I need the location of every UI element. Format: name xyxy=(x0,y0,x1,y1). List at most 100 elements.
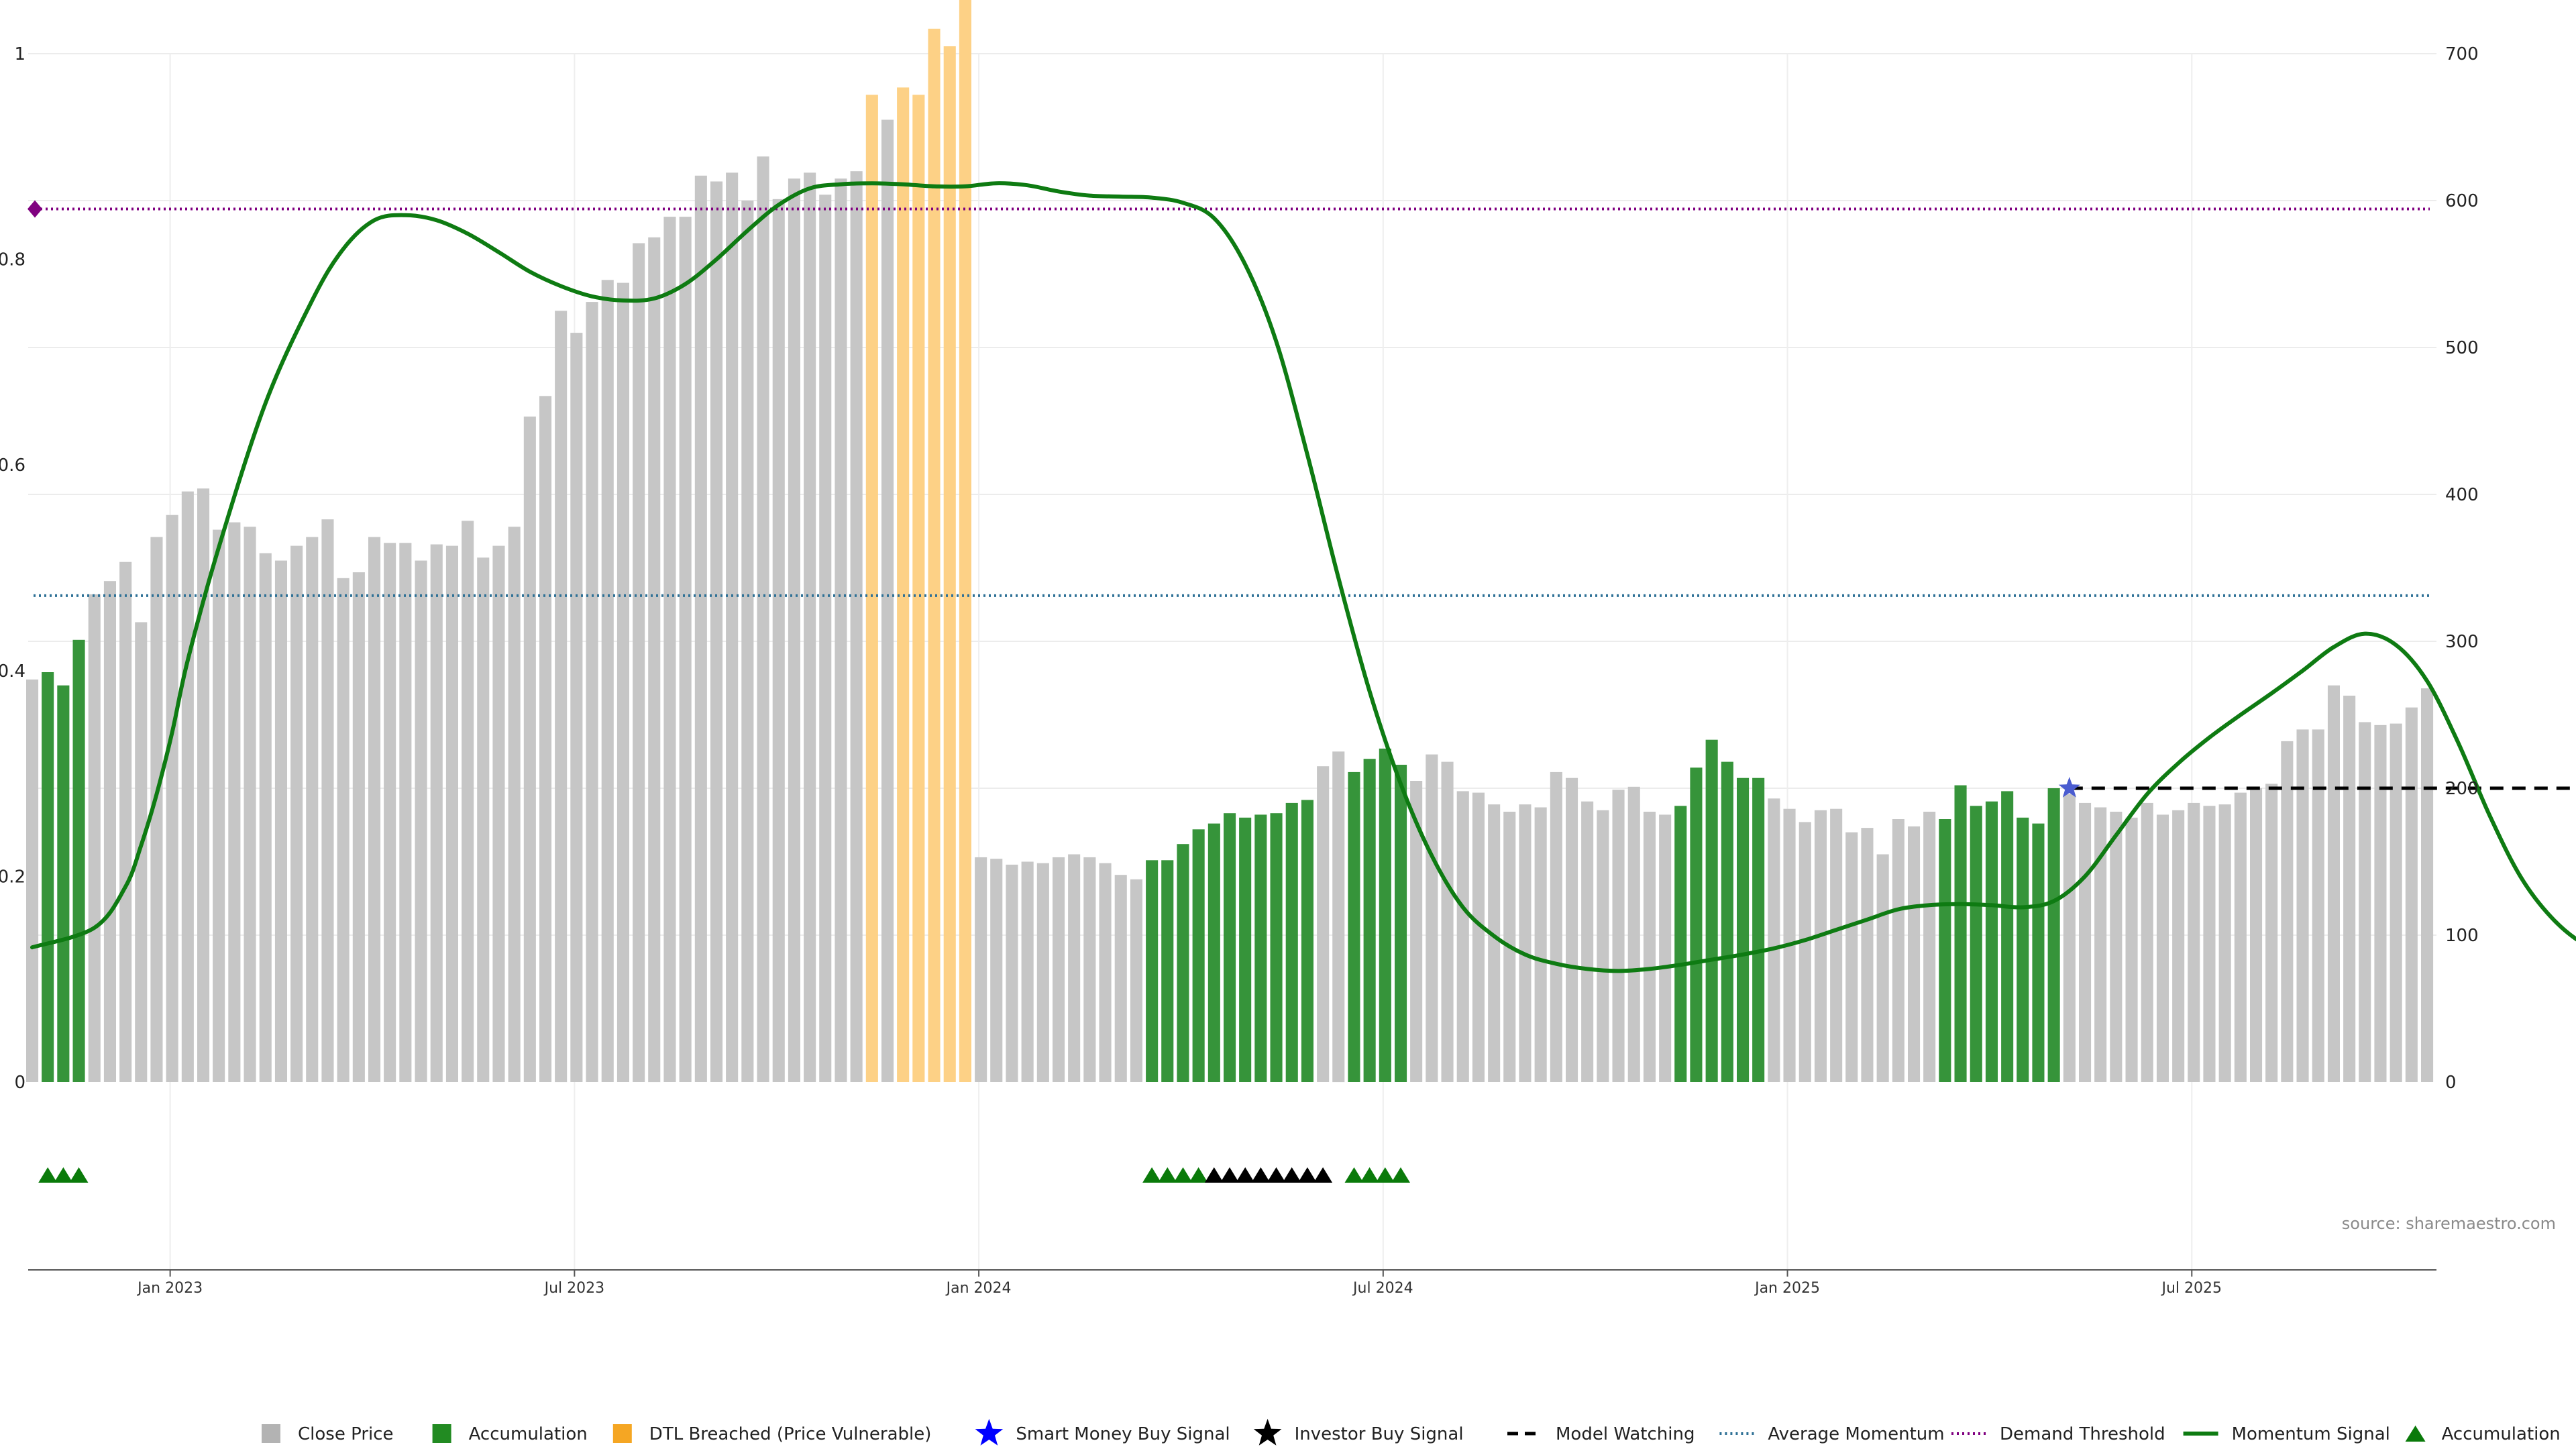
price-bar xyxy=(2156,814,2169,1082)
price-bar xyxy=(1799,822,1811,1082)
price-bar xyxy=(477,557,490,1082)
price-bar xyxy=(523,416,536,1082)
accumulation-triangle xyxy=(1297,1167,1317,1183)
price-bar xyxy=(1114,875,1127,1082)
price-bar xyxy=(1348,771,1360,1082)
price-bar xyxy=(819,195,832,1083)
price-bar xyxy=(1690,767,1703,1082)
price-bar xyxy=(72,639,85,1082)
price-bar xyxy=(26,679,39,1082)
legend-swatch xyxy=(432,1424,451,1443)
accumulation-triangle xyxy=(1391,1167,1410,1183)
price-bar xyxy=(1130,879,1142,1082)
price-bar xyxy=(306,537,319,1082)
price-bar xyxy=(1705,739,1718,1082)
price-bar xyxy=(508,527,521,1082)
right-tick-label: 700 xyxy=(2445,44,2479,64)
legend-star-icon xyxy=(975,1419,1004,1446)
left-tick-label: 0 xyxy=(14,1073,25,1093)
price-bar xyxy=(2374,724,2387,1082)
axes: 0 100 200 300 400 500 600 700 0 0.2 0.4 0.6 0.8 1 Jan … xyxy=(0,44,2479,1297)
price-bar xyxy=(1534,807,1547,1082)
legend-item-investor: Investor Buy Signal xyxy=(1253,1419,1464,1446)
price-bar xyxy=(990,859,1003,1082)
price-bar xyxy=(337,578,350,1082)
legend-label: Smart Money Buy Signal xyxy=(1016,1424,1230,1444)
legend-label: Model Watching xyxy=(1556,1424,1695,1444)
accumulation-triangle xyxy=(1236,1167,1255,1183)
price-bar xyxy=(197,488,210,1082)
reference-lines xyxy=(28,200,2576,790)
right-tick-label: 500 xyxy=(2445,338,2479,358)
price-bar xyxy=(881,119,894,1082)
legend-label: Investor Buy Signal xyxy=(1295,1424,1464,1444)
price-bar xyxy=(835,178,847,1083)
demand-threshold-marker xyxy=(28,200,42,218)
price-bar xyxy=(679,217,692,1083)
accumulation-triangle xyxy=(1313,1167,1333,1183)
price-bar xyxy=(788,178,800,1083)
price-bar xyxy=(2203,806,2216,1082)
price-bar xyxy=(1239,817,1252,1082)
price-bar xyxy=(1363,759,1376,1082)
legend-swatch xyxy=(262,1424,280,1443)
price-bar xyxy=(1519,804,1532,1082)
accumulation-triangle xyxy=(1375,1167,1395,1183)
legend-item-momentum: Momentum Signal xyxy=(2183,1424,2390,1444)
price-bar xyxy=(1612,790,1625,1082)
accumulation-triangle xyxy=(1220,1167,1239,1183)
legend-item-close: Close Price xyxy=(262,1424,394,1444)
price-bar xyxy=(1099,863,1112,1082)
accumulation-triangle xyxy=(1360,1167,1379,1183)
price-bar xyxy=(103,581,116,1082)
price-bar xyxy=(726,172,739,1082)
price-bar xyxy=(1830,808,1843,1082)
left-tick-label: 0.8 xyxy=(0,250,25,270)
price-bar xyxy=(259,553,272,1082)
price-bar xyxy=(1627,786,1640,1082)
price-bar xyxy=(1146,860,1159,1082)
price-bar xyxy=(1550,771,1562,1082)
price-bar xyxy=(1177,844,1189,1082)
accumulation-triangle xyxy=(1158,1167,1177,1183)
price-bar xyxy=(1674,806,1687,1082)
price-bar xyxy=(741,201,754,1082)
price-bar xyxy=(2188,802,2200,1082)
price-bar xyxy=(616,282,629,1083)
price-bar xyxy=(1161,860,1174,1082)
price-bar xyxy=(1939,819,1951,1082)
price-bar xyxy=(1892,819,1904,1082)
signal-markers xyxy=(2058,777,2080,798)
accumulation-triangle xyxy=(1282,1167,1301,1183)
price-bar xyxy=(2063,794,2076,1082)
price-bar xyxy=(710,181,723,1082)
price-bar xyxy=(586,302,598,1083)
x-tick-label: Jan 2024 xyxy=(945,1280,1012,1297)
price-bar xyxy=(975,857,987,1082)
price-bar xyxy=(492,545,505,1082)
price-bar xyxy=(1768,798,1780,1082)
price-bar xyxy=(2141,802,2153,1082)
price-bar xyxy=(2234,792,2247,1082)
accumulation-triangle xyxy=(1142,1167,1162,1183)
legend-label: Momentum Signal xyxy=(2232,1424,2390,1444)
price-bar xyxy=(2327,685,2340,1082)
price-bar xyxy=(57,685,70,1082)
price-bars xyxy=(26,0,2434,1083)
price-bar xyxy=(321,519,334,1082)
legend: Close Price Accumulation DTL Breached (Pri… xyxy=(262,1419,2561,1446)
price-bar xyxy=(1456,791,1469,1082)
price-bar xyxy=(2172,810,2185,1082)
price-bar xyxy=(2390,723,2402,1082)
price-bar xyxy=(368,537,381,1082)
legend-item-model: Model Watching xyxy=(1507,1424,1695,1444)
price-bar xyxy=(2359,722,2371,1082)
legend-label: Average Momentum xyxy=(1768,1424,1944,1444)
price-bar xyxy=(1224,813,1236,1082)
price-bar xyxy=(1441,761,1454,1082)
price-bar xyxy=(1426,754,1438,1082)
price-bar xyxy=(181,491,194,1082)
price-bar xyxy=(1566,777,1578,1082)
legend-item-smart_money: Smart Money Buy Signal xyxy=(975,1419,1230,1446)
x-tick-label: Jul 2025 xyxy=(2161,1280,2222,1297)
